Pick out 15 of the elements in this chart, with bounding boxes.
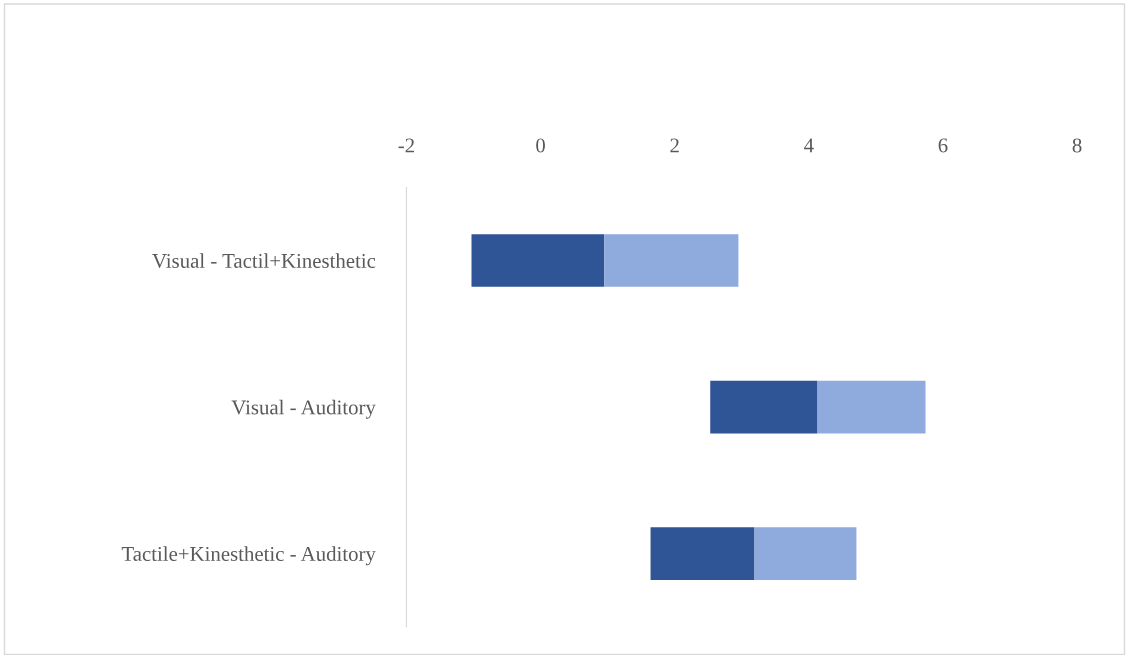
bar xyxy=(754,527,857,580)
bar xyxy=(471,234,605,287)
x-tick-label: -2 xyxy=(398,138,414,153)
x-tick-label: 2 xyxy=(670,138,679,153)
x-tick-label: 4 xyxy=(804,138,814,153)
bar xyxy=(650,527,755,580)
y-tick-label: Visual - Tactil+Kinesthetic xyxy=(152,253,376,269)
x-tick-label: 8 xyxy=(1072,138,1082,153)
x-tick-label: 0 xyxy=(536,138,545,153)
bar xyxy=(817,380,926,434)
bar xyxy=(710,380,818,434)
x-tick-label: 6 xyxy=(938,138,948,153)
y-tick-label: Tactile+Kinesthetic - Auditory xyxy=(121,546,376,566)
bar xyxy=(604,234,739,287)
y-tick-label: Visual - Auditory xyxy=(231,399,376,419)
